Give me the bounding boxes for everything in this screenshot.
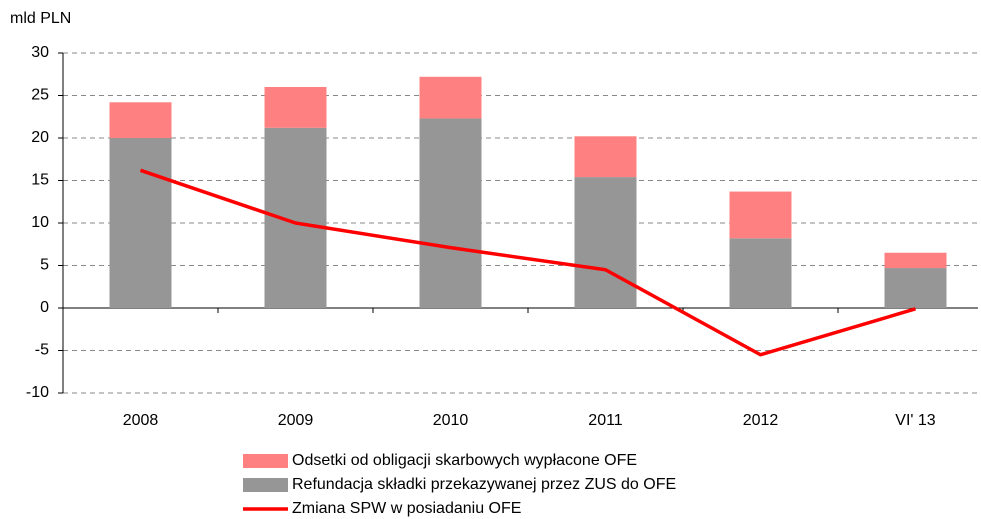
- bar: [419, 76, 482, 119]
- legend-label: Refundacja składki przekazywanej przez Z…: [292, 476, 676, 493]
- x-tick-label: 2011: [588, 412, 623, 429]
- y-axis-label: mld PLN: [10, 10, 71, 27]
- y-tick-label: 25: [31, 87, 49, 104]
- bar: [884, 268, 947, 308]
- x-tick-label: 2012: [743, 412, 779, 429]
- bar: [109, 138, 172, 308]
- bar: [574, 177, 637, 308]
- x-tick-label: VI' 13: [895, 412, 936, 429]
- line: [139, 168, 916, 357]
- bar: [264, 87, 327, 128]
- x-tick-label: 2009: [278, 412, 314, 429]
- y-tick-label: -10: [26, 384, 49, 401]
- y-tick-label: -5: [35, 342, 49, 359]
- legend-label: Zmiana SPW w posiadaniu OFE: [292, 500, 521, 517]
- bar: [884, 252, 947, 269]
- x-tick-label: 2010: [433, 412, 469, 429]
- bar: [729, 191, 792, 239]
- bar: [109, 102, 172, 138]
- bar: [729, 238, 792, 308]
- y-tick-label: 5: [40, 257, 49, 274]
- bar: [264, 127, 327, 308]
- x-tick-label: 2008: [123, 412, 159, 429]
- bar: [574, 136, 637, 178]
- bar: [419, 118, 482, 308]
- legend-swatch: [243, 454, 288, 468]
- legend-label: Odsetki od obligacji skarbowych wypłacon…: [292, 452, 637, 469]
- y-tick-label: 10: [31, 214, 49, 231]
- legend-swatch: [243, 478, 288, 492]
- y-tick-label: 15: [31, 172, 49, 189]
- y-tick-label: 20: [31, 129, 49, 146]
- y-tick-label: 0: [40, 299, 49, 316]
- y-tick-label: 30: [31, 44, 49, 61]
